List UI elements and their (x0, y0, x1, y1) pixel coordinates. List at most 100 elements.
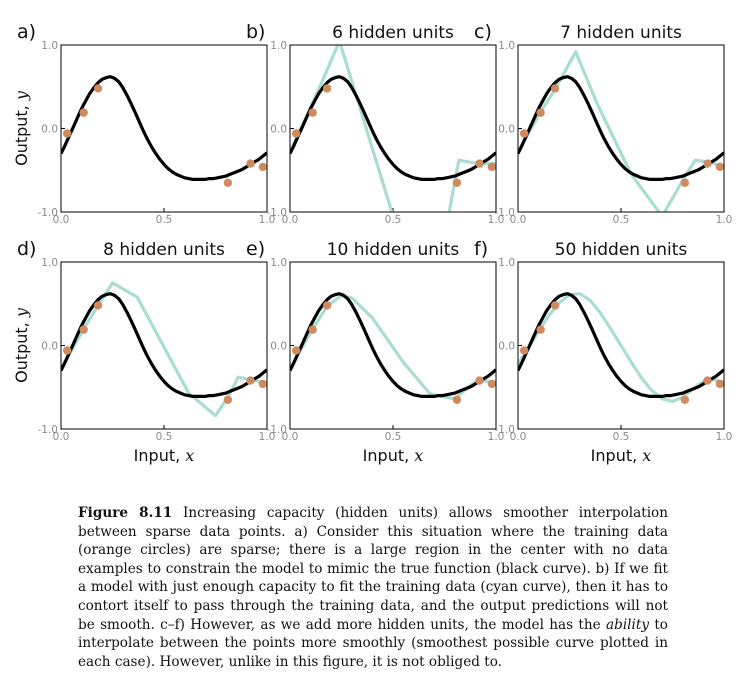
y-tick-label: 1.0 (41, 40, 58, 52)
y-tick-label: 0.0 (498, 124, 515, 136)
training-point (536, 325, 545, 334)
y-tick-label: -1.0 (495, 424, 516, 436)
y-tick-label: 0.0 (270, 341, 287, 353)
panel-letter: d) (17, 238, 36, 260)
figure-caption: Figure 8.11 Increasing capacity (hidden … (78, 504, 668, 671)
training-point (452, 395, 462, 404)
y-tick-label: 1.0 (270, 257, 287, 269)
plot-frame (289, 44, 497, 213)
x-axis-label-var: x (185, 446, 194, 465)
training-point (246, 376, 255, 385)
training-point (93, 84, 103, 93)
training-point (62, 129, 72, 138)
y-tick-label: 1.0 (41, 257, 58, 269)
y-axis-label-var: y (12, 307, 31, 318)
x-tick-label: 1.0 (716, 431, 733, 443)
training-point (550, 301, 560, 310)
y-tick-label: 0.0 (270, 124, 287, 136)
x-tick-label: 0.5 (385, 214, 402, 226)
panel-title: 6 hidden units (332, 23, 454, 43)
plot-frame (60, 261, 268, 430)
training-point (322, 84, 332, 93)
x-tick-label: 0.0 (53, 214, 70, 226)
panel-letter: a) (17, 21, 36, 43)
x-tick-label: 0.5 (156, 214, 173, 226)
x-tick-label: 0.5 (613, 431, 630, 443)
x-axis-label-var: x (414, 446, 423, 465)
y-axis-label-text: Output, (12, 100, 31, 166)
training-point (519, 129, 529, 138)
y-axis-label: Output, y (12, 307, 31, 383)
y-tick-label: -1.0 (267, 424, 288, 436)
training-point (223, 395, 233, 404)
x-axis-label: Input, x (591, 446, 652, 465)
caption-segment-0: Increasing capacity (hidden units) allow… (78, 505, 668, 633)
y-axis-label-var: y (12, 90, 31, 101)
x-axis-label-text: Input, (591, 446, 643, 465)
training-point (715, 379, 725, 389)
plot-frame (289, 261, 497, 430)
panel-title: 8 hidden units (103, 240, 225, 260)
plot-frame (60, 44, 268, 213)
training-point (703, 376, 712, 385)
training-point (519, 346, 529, 355)
training-point (680, 178, 690, 187)
training-point (246, 159, 255, 168)
true-function-curve (61, 75, 267, 181)
x-tick-label: 0.0 (53, 431, 70, 443)
training-point (223, 178, 233, 187)
x-axis-label-var: x (642, 446, 651, 465)
figure-label: Figure 8.11 (78, 505, 173, 521)
panel-title: 10 hidden units (327, 240, 460, 260)
training-point (703, 159, 712, 168)
training-point (475, 376, 484, 385)
y-tick-label: -1.0 (38, 424, 59, 436)
x-tick-label: 0.5 (156, 431, 173, 443)
training-point (550, 84, 560, 93)
plot-frame (517, 261, 725, 430)
y-tick-label: -1.0 (495, 207, 516, 219)
y-tick-label: 1.0 (498, 257, 515, 269)
training-point (452, 178, 462, 187)
y-tick-label: -1.0 (38, 207, 59, 219)
x-tick-label: 0.0 (510, 214, 527, 226)
panel-letter: f) (474, 238, 488, 260)
y-tick-label: 1.0 (270, 40, 287, 52)
y-tick-label: 0.0 (498, 341, 515, 353)
x-axis-label-text: Input, (363, 446, 415, 465)
training-point (715, 162, 725, 172)
y-tick-label: 0.0 (41, 124, 58, 136)
panel-letter: b) (246, 21, 265, 43)
panel-letter: e) (246, 238, 265, 260)
x-tick-label: 0.5 (613, 214, 630, 226)
x-axis-label: Input, x (134, 446, 195, 465)
training-point (487, 379, 497, 389)
true-function-curve (290, 75, 496, 181)
x-tick-label: 0.0 (282, 431, 299, 443)
training-point (308, 325, 317, 334)
training-point (308, 108, 317, 117)
training-point (93, 301, 103, 310)
x-tick-label: 1.0 (716, 214, 733, 226)
x-tick-label: 1.0 (488, 431, 505, 443)
y-axis-label-text: Output, (12, 317, 31, 383)
x-tick-label: 1.0 (259, 214, 276, 226)
training-point (79, 108, 88, 117)
panel-title: 7 hidden units (560, 23, 682, 43)
y-axis-label: Output, y (12, 90, 31, 166)
x-tick-label: 1.0 (259, 431, 276, 443)
training-point (680, 395, 690, 404)
caption-segment-2: to interpolate between the points more s… (78, 616, 668, 670)
training-point (258, 162, 268, 172)
training-point (475, 159, 484, 168)
x-tick-label: 0.0 (282, 214, 299, 226)
caption-segment-1: ability (606, 616, 650, 633)
x-tick-label: 0.5 (385, 431, 402, 443)
